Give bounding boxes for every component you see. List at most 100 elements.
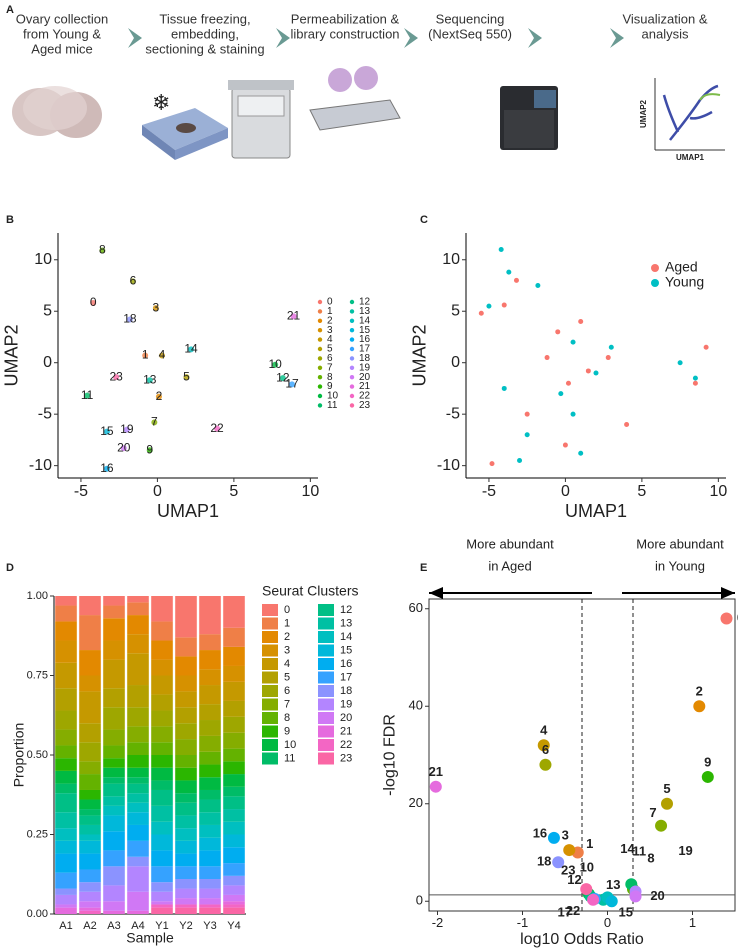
bar-segment <box>79 675 101 692</box>
bar-segment <box>151 621 173 641</box>
bar-segment <box>223 847 245 864</box>
bar-segment <box>55 853 77 873</box>
point-label: 2 <box>156 389 163 403</box>
point-label: 3 <box>153 300 160 314</box>
legend-label: 22 <box>359 391 371 402</box>
bar-segment <box>127 840 149 857</box>
bar-segment <box>79 789 101 800</box>
point <box>126 316 133 323</box>
point <box>570 339 576 345</box>
bar-segment <box>103 758 125 768</box>
legend-key <box>349 375 355 380</box>
legend-key <box>318 631 334 643</box>
bar-segment <box>223 821 245 835</box>
bar-segment <box>199 720 221 736</box>
legend-label: 16 <box>359 334 371 345</box>
panel-label: B <box>6 214 14 226</box>
panel-label: E <box>420 562 427 574</box>
point <box>151 419 158 426</box>
bar-segment <box>175 853 197 867</box>
bar-segment <box>79 809 101 816</box>
point <box>146 447 153 454</box>
point-label: 5 <box>663 781 670 796</box>
legend-key <box>349 393 355 399</box>
legend-label: 1 <box>327 306 333 317</box>
bar-segment <box>79 742 101 762</box>
legend-label: 21 <box>359 381 371 392</box>
bar-segment <box>199 650 221 670</box>
bar-segment <box>127 653 149 686</box>
bar-segment <box>223 716 245 733</box>
bar-segment <box>223 901 245 905</box>
legend-key <box>349 309 355 314</box>
bar-segment <box>55 758 77 771</box>
legend-label: 4 <box>327 334 333 345</box>
point <box>693 700 706 713</box>
x-axis-title: UMAP1 <box>157 501 219 521</box>
point <box>580 883 593 896</box>
point-label: 1 <box>142 348 149 362</box>
step-label: Tissue freezing, <box>159 11 250 26</box>
bar-segment <box>103 707 125 730</box>
point <box>272 361 279 368</box>
bar-segment <box>127 783 149 794</box>
legend-key <box>349 346 355 352</box>
y-tick-label: 0 <box>43 354 52 371</box>
point <box>624 421 630 427</box>
point <box>585 368 591 374</box>
bar-segment <box>199 888 221 899</box>
point <box>608 344 614 350</box>
x-tick-label: -1 <box>517 915 529 930</box>
y-tick-label: 0.25 <box>27 828 48 840</box>
legend-key <box>262 685 278 697</box>
point-label: 2 <box>696 684 703 699</box>
point <box>535 283 541 288</box>
legend-key <box>318 752 334 765</box>
legend-label: 10 <box>327 391 339 402</box>
y-tick-label: -5 <box>446 405 460 422</box>
legend-label: 20 <box>340 712 352 724</box>
y-tick-label: -10 <box>437 457 460 474</box>
legend-key <box>318 712 334 724</box>
point <box>677 360 683 366</box>
bar-segment <box>103 850 125 867</box>
legend-key <box>349 299 355 305</box>
bar-segment <box>55 662 77 689</box>
bar-segment <box>151 640 173 660</box>
x-tick-label: A3 <box>107 920 120 932</box>
bar-segment <box>151 755 173 768</box>
bar-segment <box>127 824 149 841</box>
y-tick-label: 0.50 <box>27 749 48 761</box>
point <box>537 739 550 752</box>
point <box>123 426 130 433</box>
legend-key <box>262 725 278 738</box>
point <box>587 893 600 906</box>
point-label: 23 <box>561 863 575 878</box>
bar-segment <box>175 898 197 905</box>
legend-key <box>318 685 334 697</box>
legend-key <box>262 631 278 643</box>
bar-segment <box>223 627 245 647</box>
bar-segment <box>223 646 245 666</box>
point <box>113 374 120 381</box>
step-label: Permeabilization & <box>291 11 400 26</box>
y-tick-label: -10 <box>29 457 52 474</box>
point <box>159 352 165 359</box>
bar-segment <box>175 815 197 829</box>
legend-label: Young <box>665 274 704 290</box>
legend-label: 12 <box>359 297 371 308</box>
step-label: sectioning & staining <box>145 41 264 56</box>
point <box>513 277 519 283</box>
point <box>661 797 673 810</box>
bar-segment <box>151 780 173 790</box>
y-tick-label: 0.00 <box>27 908 48 920</box>
bar-segment <box>127 793 149 803</box>
legend-key <box>318 644 334 657</box>
bar-segment <box>79 650 101 676</box>
y-tick-label: 0.75 <box>27 669 48 681</box>
mini-axis-label: UMAP1 <box>676 153 705 162</box>
bar-segment <box>55 770 77 784</box>
point <box>478 310 484 316</box>
bar-segment <box>199 704 221 721</box>
bar-segment <box>127 726 149 743</box>
